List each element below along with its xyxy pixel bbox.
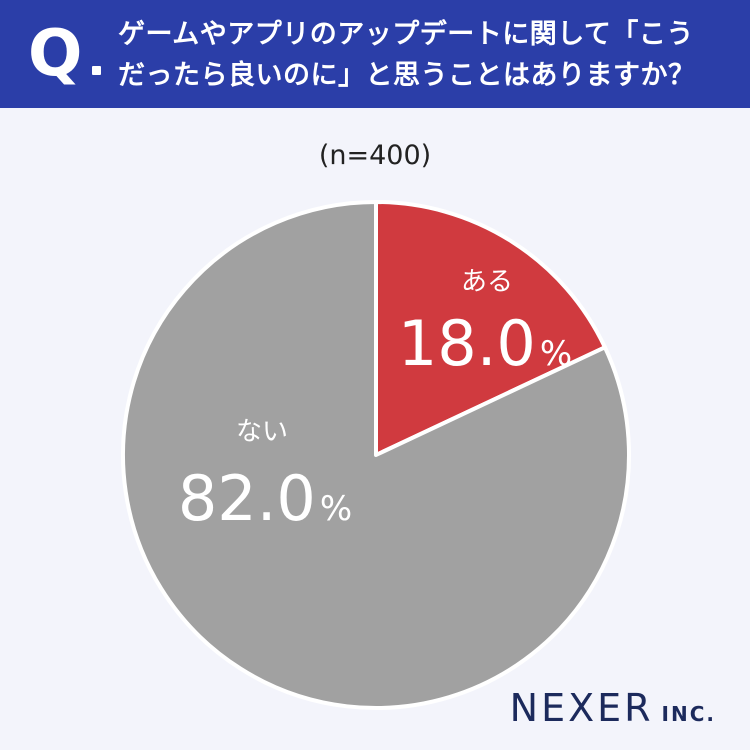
- brand-suffix: INC.: [661, 702, 716, 726]
- q-mark: Q: [28, 17, 83, 91]
- slice-value-yes: 18.0%: [398, 307, 572, 380]
- sample-size: (n=400): [318, 140, 432, 171]
- slice-label-yes: ある: [461, 267, 513, 297]
- question-line-1: ゲームやアプリのアップデートに関して「こう: [118, 19, 694, 50]
- slice-label-no: ない: [236, 417, 288, 447]
- question-line-2: だったら良いのに」と思うことはありますか？: [118, 60, 696, 91]
- brand-logo: NEXER INC.: [510, 686, 716, 730]
- pie-slice-yes: [374, 200, 607, 457]
- pie-slice-no: [121, 200, 631, 710]
- q-dot: [92, 66, 101, 75]
- slice-value-no: 82.0%: [178, 462, 352, 535]
- brand-name: NEXER: [509, 686, 654, 730]
- question-header: Q ゲームやアプリのアップデートに関して「こう だったら良いのに」と思うことはあ…: [0, 0, 750, 108]
- question-text: ゲームやアプリのアップデートに関して「こう だったら良いのに」と思うことはありま…: [118, 14, 738, 96]
